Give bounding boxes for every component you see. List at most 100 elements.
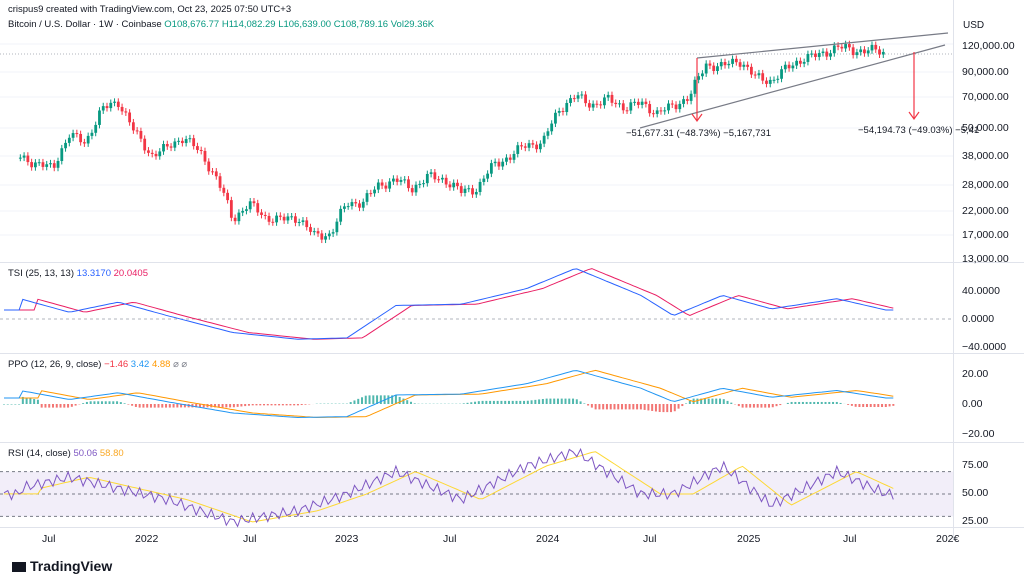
candle-body xyxy=(407,179,410,189)
open-value: O108,676.77 xyxy=(164,19,220,30)
candle-body xyxy=(376,182,380,190)
candle-body xyxy=(482,178,486,182)
candle-body xyxy=(327,233,331,237)
ppo-empty-icons: ⌀ ⌀ xyxy=(173,359,188,370)
candle-body xyxy=(222,187,226,193)
ppo-histogram-bar xyxy=(40,404,43,408)
candle-body xyxy=(761,73,765,81)
candle-body xyxy=(768,79,772,84)
candle-body xyxy=(75,133,79,135)
ppo-histogram-bar xyxy=(688,400,691,404)
ppo-histogram-bar xyxy=(93,401,96,404)
pane-divider-ppo[interactable] xyxy=(0,353,1024,354)
ppo-hist-value: −1.46 xyxy=(104,359,129,370)
candle-body xyxy=(474,191,478,195)
ppo-histogram-bar xyxy=(55,404,58,408)
ppo-histogram-bar xyxy=(884,404,887,408)
candle-body xyxy=(67,137,71,143)
candle-body xyxy=(633,101,636,103)
candle-body xyxy=(354,202,358,204)
ppo-histogram-bar xyxy=(658,404,661,412)
ppo-histogram-bar xyxy=(470,402,473,404)
tsi-line xyxy=(4,268,894,340)
candle-body xyxy=(229,200,233,218)
ppo-histogram-bar xyxy=(715,398,718,404)
ppo-histogram-bar xyxy=(492,400,495,404)
price-axis[interactable] xyxy=(953,0,1024,540)
close-value: C108,789.16 xyxy=(333,19,389,30)
ppo-histogram-bar xyxy=(21,396,24,404)
ppo-histogram-bar xyxy=(221,404,224,408)
rsi-label[interactable]: RSI (14, close) xyxy=(8,448,71,459)
ppo-histogram-bar xyxy=(892,404,895,406)
ppo-histogram-bar xyxy=(628,404,631,410)
candle-body xyxy=(312,231,316,233)
tradingview-logo[interactable]: TradingView xyxy=(12,558,112,574)
ppo-histogram-bar xyxy=(670,404,673,413)
ppo-histogram-bar xyxy=(511,400,514,404)
candle-body xyxy=(180,140,184,144)
candle-body xyxy=(392,178,395,182)
candle-body xyxy=(271,221,275,223)
rsi-tick: 25.00 xyxy=(962,515,989,527)
ppo-histogram-bar xyxy=(681,404,684,407)
candle-body xyxy=(863,49,866,54)
price-tick: 120,000.00 xyxy=(962,40,1015,52)
ppo-tick: −20.00 xyxy=(962,428,995,440)
candle-body xyxy=(738,62,742,67)
candle-body xyxy=(241,210,245,213)
candle-body xyxy=(640,101,644,105)
candle-body xyxy=(86,135,90,144)
candle-body xyxy=(339,208,343,222)
ppo-histogram-bar xyxy=(247,404,250,406)
candle-body xyxy=(572,98,576,100)
ppo-histogram-bar xyxy=(376,395,379,404)
candle-body xyxy=(866,50,870,54)
candle-body xyxy=(211,171,214,173)
candle-body xyxy=(712,65,716,71)
ppo-histogram-bar xyxy=(485,400,488,404)
candle-body xyxy=(682,99,685,104)
candle-body xyxy=(614,102,618,105)
ppo-histogram-bar xyxy=(575,399,578,404)
ppo-histogram-bar xyxy=(779,404,782,406)
candle-body xyxy=(678,103,682,110)
candle-body xyxy=(757,73,761,76)
candle-body xyxy=(169,146,173,148)
ppo-histogram-bar xyxy=(74,404,77,406)
pane-divider-tsi[interactable] xyxy=(0,262,1024,263)
ppo-histogram-bar xyxy=(847,404,850,405)
candle-body xyxy=(56,160,60,168)
candle-body xyxy=(527,143,531,148)
ppo-histogram-bar xyxy=(545,398,548,404)
ppo-histogram-bar xyxy=(760,404,763,408)
candle-body xyxy=(71,133,75,138)
ppo-histogram-bar xyxy=(666,404,669,413)
wedge-lower-line xyxy=(639,44,946,129)
candle-body xyxy=(723,62,727,66)
ppo-histogram-bar xyxy=(794,401,797,404)
ppo-histogram-bar xyxy=(809,401,812,404)
candle-body xyxy=(659,110,663,112)
candle-body xyxy=(814,53,817,57)
rsi-tick: 50.00 xyxy=(962,487,989,499)
symbol-name[interactable]: Bitcoin / U.S. Dollar · 1W · Coinbase xyxy=(8,19,162,30)
ppo-histogram-bar xyxy=(353,400,356,404)
tsi-label[interactable]: TSI (25, 13, 13) xyxy=(8,268,75,279)
candle-body xyxy=(248,201,252,210)
candle-body xyxy=(851,47,855,56)
ppo-histogram-bar xyxy=(108,401,111,404)
tsi-tick: 40.0000 xyxy=(962,285,1000,297)
pane-divider-rsi[interactable] xyxy=(0,442,1024,443)
tsi-signal-value: 20.0405 xyxy=(113,268,148,279)
time-axis-line xyxy=(0,527,1024,528)
ppo-label[interactable]: PPO (12, 26, 9, close) xyxy=(8,359,102,370)
ppo-histogram-bar xyxy=(805,401,808,404)
ppo-histogram-bar xyxy=(835,401,838,404)
ppo-histogram-bar xyxy=(726,400,729,404)
ppo-histogram-bar xyxy=(711,398,714,404)
ppo-histogram-bar xyxy=(161,404,164,408)
tsi-legend: TSI (25, 13, 13) 13.3170 20.0405 xyxy=(8,268,148,279)
candle-body xyxy=(546,131,550,136)
